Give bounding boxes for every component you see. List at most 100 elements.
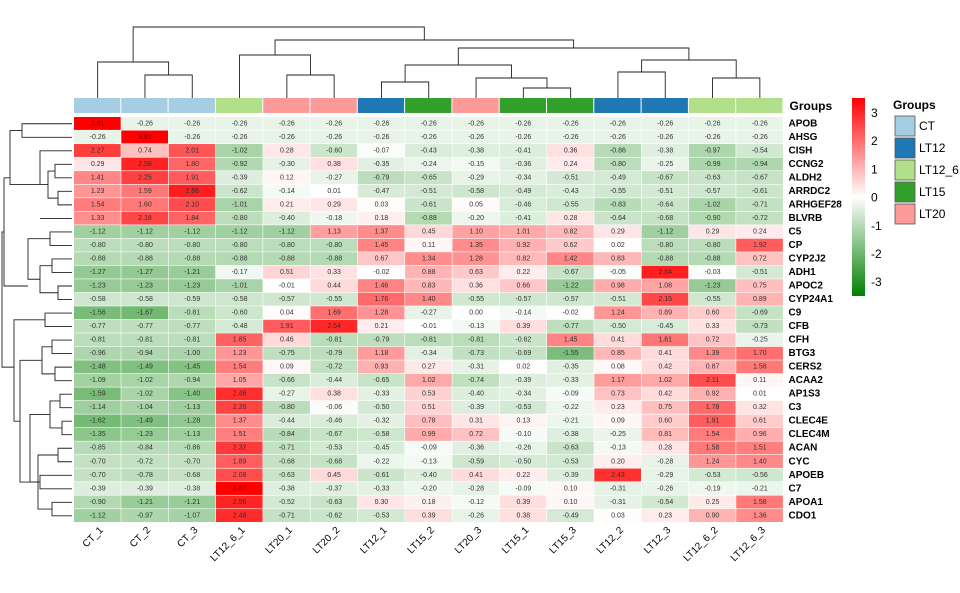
heatmap-cell xyxy=(405,427,452,441)
heatmap-cell xyxy=(121,252,168,266)
heatmap-cell xyxy=(263,387,310,401)
heatmap-cell xyxy=(736,184,783,198)
cell-value-label: 2.58 xyxy=(138,161,152,168)
cell-value-label: -0.58 xyxy=(468,188,484,195)
cell-value-label: 1.08 xyxy=(658,283,672,290)
heatmap-cell xyxy=(641,468,689,482)
cell-value-label: 1.24 xyxy=(706,458,720,465)
heatmap-cell xyxy=(74,144,121,157)
heatmap-cell xyxy=(499,509,547,522)
cell-value-label: -0.67 xyxy=(752,174,768,181)
heatmap-cell xyxy=(547,333,594,347)
heatmap-cell xyxy=(263,117,310,130)
heatmap-cell xyxy=(215,495,263,509)
row-dendrogram xyxy=(1,123,72,517)
column-label: CT_1 xyxy=(81,525,106,550)
heatmap-cell xyxy=(215,400,263,414)
column-label: LT12_2 xyxy=(595,525,627,557)
cell-value-label: -0.31 xyxy=(610,499,626,506)
cell-value-label: 1.45 xyxy=(564,337,578,344)
cell-value-label: 2.27 xyxy=(91,147,105,154)
heatmap-cell xyxy=(168,373,216,387)
heatmap-cell xyxy=(405,130,452,144)
cell-value-label: -1.02 xyxy=(137,391,153,398)
cell-value-label: -0.15 xyxy=(468,161,484,168)
heatmap-cell xyxy=(405,319,452,333)
heatmap-cell xyxy=(74,360,121,374)
cell-value-label: -0.94 xyxy=(752,161,768,168)
cell-value-label: -0.39 xyxy=(563,472,579,479)
group-bar-cell xyxy=(310,98,357,113)
heatmap-cell xyxy=(121,373,168,387)
heatmap-cell xyxy=(405,333,452,347)
cell-value-label: 0.38 xyxy=(327,161,341,168)
heatmap-cell xyxy=(263,130,310,144)
dendrogram-branch xyxy=(51,339,72,355)
heatmap-cell xyxy=(405,400,452,414)
heatmap-cell xyxy=(641,144,689,157)
heatmap-cell xyxy=(168,252,216,266)
heatmap-cell xyxy=(215,387,263,401)
dendrogram-branch xyxy=(19,359,42,483)
heatmap-cell xyxy=(499,427,547,441)
cell-value-label: -0.80 xyxy=(232,215,248,222)
heatmap-cell xyxy=(641,238,689,252)
heatmap-cell xyxy=(74,455,121,468)
heatmap-cell xyxy=(357,238,405,252)
cell-value-label: -0.59 xyxy=(184,296,200,303)
heatmap-cell xyxy=(547,495,594,509)
cell-value-label: -0.38 xyxy=(563,431,579,438)
cell-value-label: -0.80 xyxy=(657,242,673,249)
heatmap-cell xyxy=(215,333,263,347)
heatmap-cell xyxy=(688,238,736,252)
cell-value-label: 2.10 xyxy=(185,201,199,208)
cell-value-label: -1.21 xyxy=(137,499,153,506)
cell-value-label: -0.26 xyxy=(563,134,579,141)
heatmap-cell xyxy=(357,130,405,144)
heatmap-cell xyxy=(357,455,405,468)
cell-value-label: 0.29 xyxy=(327,201,341,208)
cell-value-label: 0.53 xyxy=(422,391,436,398)
column-label: LT12_3 xyxy=(642,525,674,557)
cell-value-label: 0.90 xyxy=(706,512,720,519)
cell-value-label: -0.61 xyxy=(373,472,389,479)
heatmap-cell xyxy=(168,130,216,144)
cell-value-label: -1.12 xyxy=(279,228,295,235)
heatmap-cell xyxy=(121,387,168,401)
cell-value-label: -0.26 xyxy=(657,134,673,141)
cell-value-label: -0.62 xyxy=(326,512,342,519)
heatmap-cell xyxy=(499,319,547,333)
cell-value-label: 0.62 xyxy=(564,242,578,249)
heatmap-cell xyxy=(736,427,783,441)
cell-value-label: -0.55 xyxy=(705,296,721,303)
cell-value-label: -0.69 xyxy=(752,310,768,317)
cell-value-label: -0.92 xyxy=(232,161,248,168)
cell-value-label: 0.51 xyxy=(422,404,436,411)
heatmap-cell xyxy=(263,509,310,522)
cell-value-label: -0.80 xyxy=(90,242,106,249)
cell-value-label: -0.51 xyxy=(563,174,579,181)
cell-value-label: -0.54 xyxy=(657,499,673,506)
cell-value-label: 0.36 xyxy=(469,283,483,290)
cell-value-label: 0.66 xyxy=(517,283,531,290)
cell-value-label: -1.09 xyxy=(90,377,106,384)
row-label: ALDH2 xyxy=(789,172,823,183)
heatmap-cell xyxy=(310,495,358,509)
cell-value-label: 1.05 xyxy=(233,377,247,384)
heatmap-cell xyxy=(594,319,641,333)
heatmap-cell xyxy=(499,198,547,212)
groups-legend-label: LT15 xyxy=(919,185,946,199)
heatmap-cell xyxy=(594,144,641,157)
heatmap-cell xyxy=(357,509,405,522)
heatmap-cell xyxy=(688,319,736,333)
heatmap-cell xyxy=(405,509,452,522)
heatmap-cell xyxy=(310,468,358,482)
heatmap-cell xyxy=(121,238,168,252)
heatmap-cell xyxy=(499,184,547,198)
dendrogram-branch xyxy=(44,312,72,328)
cell-value-label: -0.88 xyxy=(421,215,437,222)
heatmap-cell xyxy=(736,441,783,455)
cell-value-label: -0.50 xyxy=(515,458,531,465)
cell-value-label: 1.54 xyxy=(706,431,720,438)
column-label: LT12_6_1 xyxy=(209,525,248,564)
